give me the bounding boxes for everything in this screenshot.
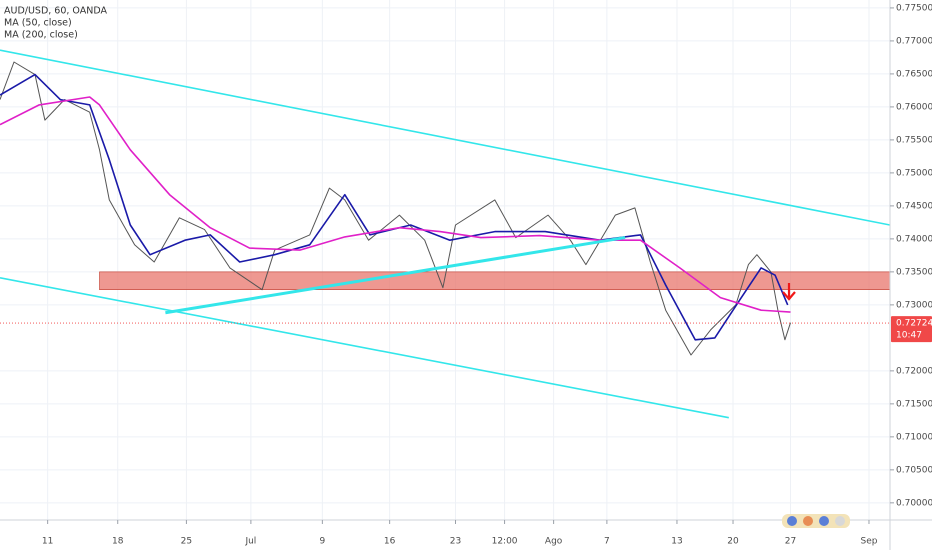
x-tick-label: 18 [112, 537, 124, 547]
last-price-box [891, 316, 932, 343]
y-tick-label: 0.70000 [896, 498, 932, 508]
x-tick-label: 12:00 [492, 537, 518, 547]
x-tick-label: 7 [604, 537, 610, 547]
y-tick-label: 0.75000 [896, 168, 932, 178]
chart-title: AUD/USD, 60, OANDA [4, 6, 107, 17]
x-tick-label: Ago [545, 537, 563, 547]
x-tick-label: 9 [319, 537, 325, 547]
y-tick-label: 0.73000 [896, 300, 932, 310]
x-tick-label: 20 [727, 537, 739, 547]
legend-entry: MA (50, close) [4, 18, 72, 29]
y-tick-label: 0.70500 [896, 465, 932, 475]
y-tick-label: 0.75500 [896, 135, 932, 145]
trend-line [165, 236, 626, 315]
y-tick-label: 0.73500 [896, 267, 932, 277]
icon [803, 516, 813, 526]
x-tick-label: 25 [181, 537, 192, 547]
legend-entry: MA (200, close) [4, 30, 78, 41]
series-line [0, 96, 791, 313]
last-price-label: 0.72724 [896, 319, 932, 329]
x-tick-label: 11 [42, 537, 53, 547]
y-tick-label: 0.71000 [896, 432, 932, 442]
trend-line [0, 277, 729, 419]
y-tick-label: 0.76500 [896, 69, 932, 79]
x-tick-label: 13 [671, 537, 682, 547]
y-tick-label: 0.77500 [896, 3, 932, 13]
icon [819, 516, 829, 526]
arrow-head [782, 291, 796, 301]
y-tick-label: 0.74000 [896, 234, 932, 244]
icon [787, 516, 797, 526]
x-tick-label: Jul [244, 537, 256, 547]
x-tick-label: Sep [860, 537, 877, 547]
x-tick-label: 16 [384, 537, 396, 547]
trend-line [0, 49, 891, 226]
countdown: 10:47 [896, 331, 922, 341]
series-line [0, 61, 791, 356]
y-tick-label: 0.71500 [896, 399, 932, 409]
series-line [0, 73, 789, 341]
x-tick-label: 23 [450, 537, 461, 547]
y-tick-label: 0.77000 [896, 36, 932, 46]
toolbar-icons [782, 514, 850, 528]
y-tick-label: 0.72000 [896, 366, 932, 376]
down-arrow [782, 283, 796, 301]
y-tick-label: 0.74500 [896, 201, 932, 211]
icon [835, 516, 845, 526]
plot [0, 49, 891, 419]
icon-group [782, 514, 850, 528]
y-tick-label: 0.76000 [896, 102, 932, 112]
x-tick-label: 27 [785, 537, 796, 547]
axes: 0.77500 0.77000 0.76500 0.76000 0.75500 0.750… [42, 3, 932, 547]
